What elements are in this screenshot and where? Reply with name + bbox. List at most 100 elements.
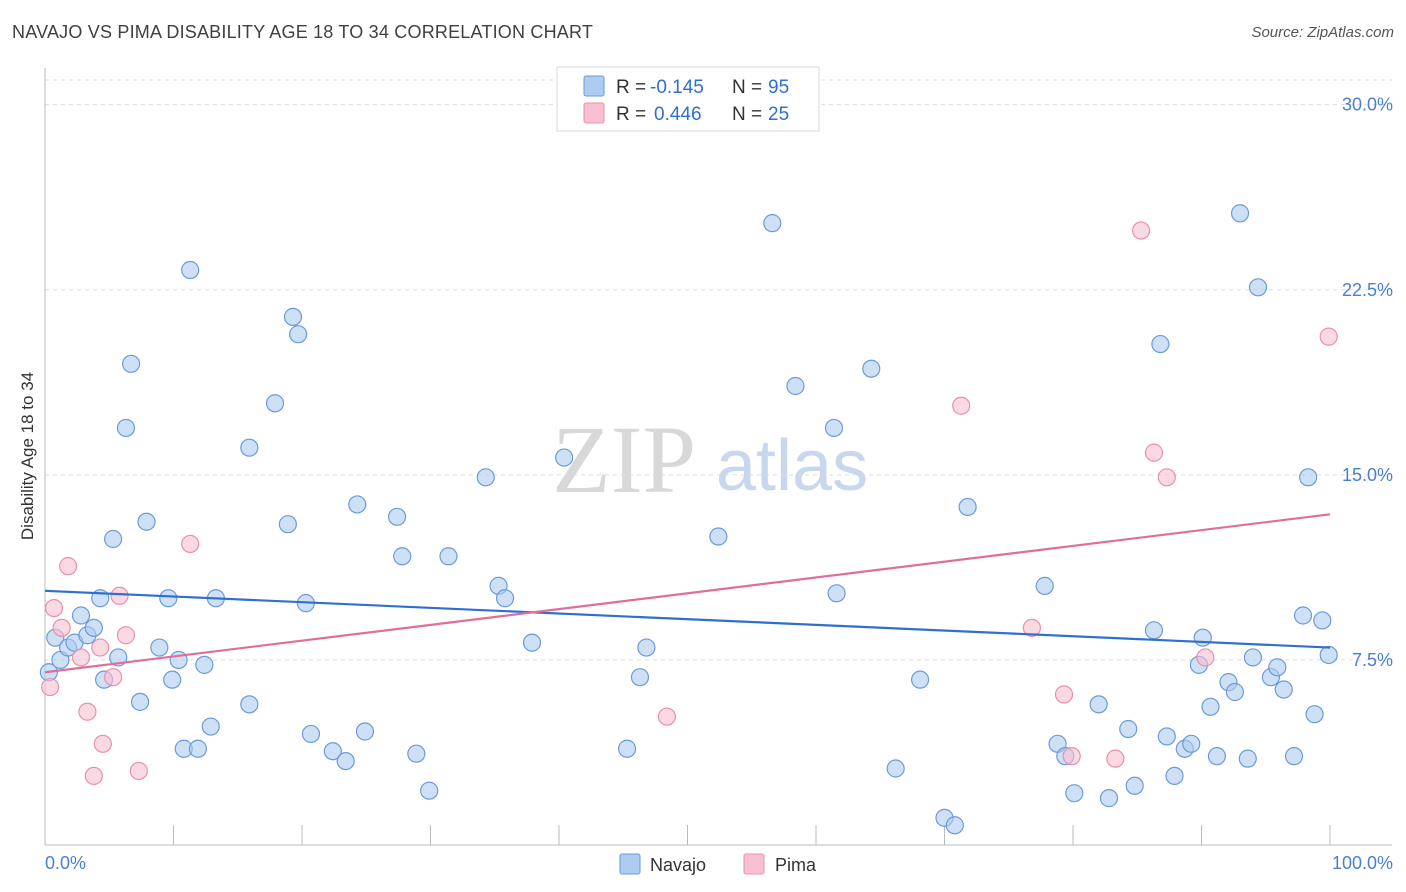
pima-point <box>91 638 110 657</box>
pima-point <box>1196 648 1215 667</box>
trend-lines <box>44 513 1331 674</box>
axes <box>44 68 1392 846</box>
navajo-point <box>150 638 169 657</box>
pima-points <box>41 221 1338 786</box>
pima-n-value: 25 <box>768 104 789 125</box>
y-tick-label: 22.5% <box>1342 280 1393 300</box>
navajo-n-label: N = <box>732 77 762 98</box>
navajo-point <box>188 739 208 758</box>
navajo-point <box>283 307 303 327</box>
navajo-point <box>637 638 656 657</box>
navajo-point <box>278 515 297 534</box>
pima-point <box>181 534 200 554</box>
navajo-point <box>1165 766 1184 786</box>
navajo-point <box>1284 747 1304 766</box>
source-label: Source: ZipAtlas.com <box>1251 24 1394 41</box>
navajo-point <box>387 507 407 526</box>
navajo-point <box>163 670 182 689</box>
navajo-point <box>522 633 542 652</box>
pima-point <box>116 626 136 645</box>
navajo-points <box>39 204 1338 835</box>
navajo-point <box>1201 697 1220 716</box>
navajo-point <box>181 260 200 280</box>
navajo-point <box>265 394 285 413</box>
navajo-point <box>393 547 412 566</box>
pima-r-value: 0.446 <box>654 104 702 125</box>
navajo-point <box>439 547 458 566</box>
pima-point <box>1062 747 1081 766</box>
pima-point <box>1054 685 1074 704</box>
pima-point <box>129 761 148 781</box>
y-tick-label: 15.0% <box>1342 465 1393 485</box>
navajo-point <box>348 495 367 514</box>
navajo-point <box>1313 611 1332 630</box>
navajo-point <box>201 717 220 736</box>
navajo-bottom-swatch <box>619 853 641 875</box>
navajo-point <box>1065 784 1084 803</box>
navajo-point <box>862 359 881 378</box>
navajo-point <box>886 759 905 778</box>
navajo-point <box>104 529 123 549</box>
pima-legend-swatch <box>583 102 605 124</box>
navajo-point <box>1099 789 1119 808</box>
pima-point <box>1319 327 1338 346</box>
pima-point <box>78 702 97 721</box>
pima-n-label: N = <box>732 104 762 125</box>
navajo-point <box>1268 658 1287 677</box>
navajo-point <box>130 692 150 711</box>
navajo-r-label: R = <box>616 77 646 98</box>
pima-legend-label: Pima <box>775 855 817 875</box>
x-tick-label-max: 100.0% <box>1332 853 1393 873</box>
navajo-point <box>495 589 515 608</box>
navajo-r-value: -0.145 <box>650 77 704 98</box>
navajo-point <box>1225 682 1245 702</box>
navajo-point <box>1144 621 1164 640</box>
navajo-point <box>323 742 342 761</box>
navajo-point <box>289 325 308 344</box>
pima-point <box>84 766 103 786</box>
navajo-point <box>910 670 930 689</box>
pima-point <box>1144 443 1164 462</box>
pima-trend-line <box>44 513 1331 674</box>
tick-labels: 7.5% 15.0% 22.5% 30.0% 0.0% 100.0% <box>45 95 1393 873</box>
navajo-point <box>301 724 321 744</box>
navajo-point <box>1248 278 1268 297</box>
navajo-point <box>407 744 426 763</box>
navajo-point <box>84 618 103 637</box>
grid-lines <box>45 79 1392 661</box>
pima-point <box>1157 468 1176 487</box>
navajo-point <box>240 695 259 714</box>
navajo-point <box>827 584 846 603</box>
x-tick-label-min: 0.0% <box>45 853 86 873</box>
pima-point <box>1106 749 1125 768</box>
series-legend: Navajo Pima <box>619 853 817 875</box>
navajo-legend-swatch <box>583 75 605 97</box>
watermark-zip: ZIP <box>552 406 696 513</box>
pima-point <box>52 618 71 637</box>
navajo-point <box>1274 680 1293 699</box>
navajo-point <box>169 650 188 670</box>
navajo-point <box>709 527 728 546</box>
pima-point <box>952 396 971 415</box>
pima-point <box>59 557 78 576</box>
navajo-point <box>336 751 355 771</box>
navajo-point <box>763 214 782 233</box>
navajo-point <box>1193 628 1212 647</box>
pima-point <box>93 734 112 753</box>
navajo-legend-label: Navajo <box>650 855 706 875</box>
navajo-trend-line <box>44 589 1331 649</box>
navajo-point <box>958 497 977 517</box>
pima-point <box>1022 618 1041 637</box>
navajo-point <box>1151 334 1170 354</box>
navajo-point <box>1299 468 1318 487</box>
navajo-n-value: 95 <box>768 77 789 98</box>
navajo-point <box>945 816 964 835</box>
navajo-point <box>476 468 495 487</box>
y-axis-title: Disability Age 18 to 34 <box>18 372 37 540</box>
navajo-point <box>1125 776 1144 795</box>
pima-point <box>110 586 129 605</box>
navajo-point <box>121 354 141 373</box>
navajo-point <box>1157 727 1176 746</box>
navajo-point <box>824 418 844 438</box>
pima-point <box>44 598 64 618</box>
